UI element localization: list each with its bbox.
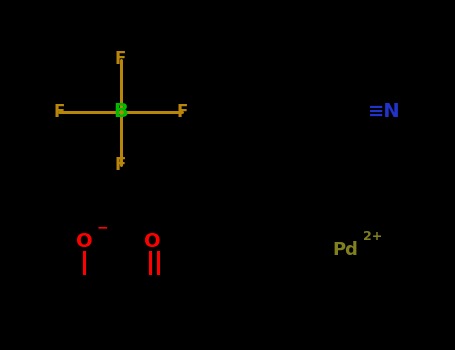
Text: F: F — [115, 155, 126, 174]
Text: 2+: 2+ — [363, 230, 382, 243]
Text: O: O — [76, 232, 92, 251]
Text: F: F — [54, 103, 65, 121]
Text: O: O — [144, 232, 161, 251]
Text: Pd: Pd — [333, 241, 359, 259]
Text: −: − — [96, 220, 108, 234]
Text: B: B — [113, 103, 128, 121]
Text: F: F — [115, 50, 126, 69]
Text: ≡N: ≡N — [368, 103, 401, 121]
Text: F: F — [177, 103, 187, 121]
